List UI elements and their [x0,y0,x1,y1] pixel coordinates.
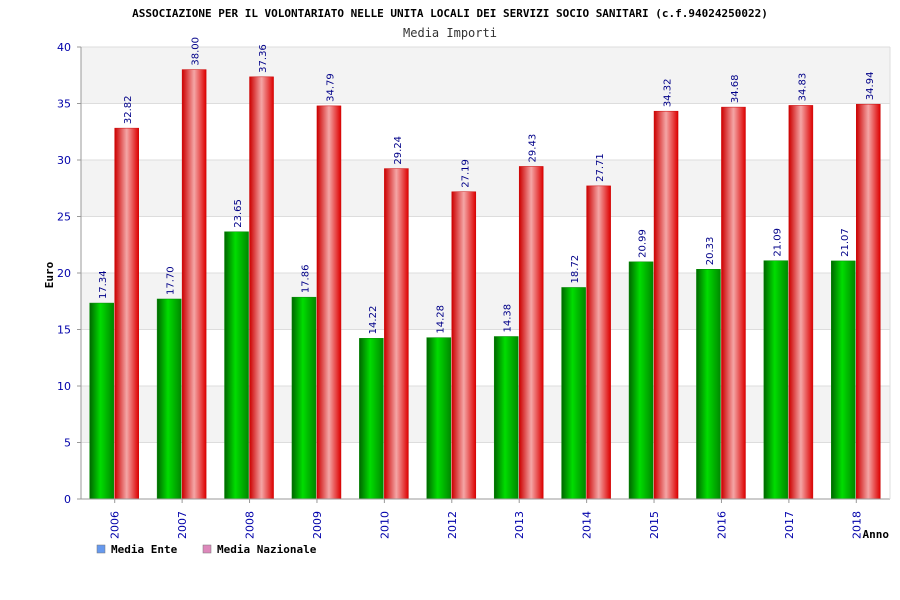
data-label: 17.86 [300,265,311,294]
bar-media-ente-2010 [359,338,384,500]
bar-media-ente-2009 [291,296,317,500]
data-label: 20.99 [638,229,649,258]
bar-media-nazionale-2017 [788,105,814,500]
bar-media-ente-2008 [224,231,249,500]
chart-subtitle: Media Importi [403,26,497,40]
plot-background [81,47,890,499]
plot-band [81,216,890,273]
bar-media-nazionale-2013 [518,166,544,500]
data-label: 14.38 [503,304,514,333]
data-label: 29.43 [528,134,539,163]
x-tick-label: 2006 [109,511,122,539]
data-label: 34.94 [865,72,876,101]
y-axis-label: Euro [43,261,56,288]
x-axis-label: Anno [863,528,890,541]
legend-swatch [202,544,212,554]
bar-media-nazionale-2008 [249,76,274,500]
bar-media-nazionale-2006 [114,127,139,500]
bar-media-ente-2018 [831,260,856,500]
x-tick-label: 2007 [176,511,189,539]
bar-media-ente-2014 [561,287,586,500]
bar-media-nazionale-2016 [721,106,746,500]
bar-media-ente-2015 [628,261,654,500]
legend-swatch [96,544,106,554]
plot-band [81,386,890,443]
x-tick-label: 2012 [446,511,459,539]
chart-title: ASSOCIAZIONE PER IL VOLONTARIATO NELLE U… [132,7,768,20]
data-label: 14.22 [368,306,379,335]
x-tick-label: 2009 [311,511,324,539]
data-label: 17.70 [166,266,177,295]
data-label: 34.83 [797,73,808,102]
x-tick-label: 2013 [513,511,526,539]
data-label: 18.72 [570,255,581,284]
bar-media-ente-2007 [156,298,182,500]
y-tick-label: 20 [57,267,71,280]
plot-band [81,442,890,499]
data-labels: 17.34 32.82 17.70 38.00 23.65 37.36 17.86 34.79… [98,37,876,334]
x-tick-label: 2018 [850,511,863,539]
y-tick-label: 15 [57,324,71,337]
plot-band [81,273,890,330]
plot-band [81,103,890,160]
data-label: 27.19 [460,159,471,188]
data-label: 27.71 [595,153,606,182]
data-label: 17.34 [98,270,109,299]
bars [89,69,881,500]
y-tick-label: 30 [57,154,71,167]
y-tick-label: 35 [57,98,71,111]
bar-media-ente-2017 [763,260,789,500]
data-label: 29.24 [393,136,404,165]
legend: Media Ente Media Nazionale [96,543,317,556]
y-axis: 0 5 10 15 20 25 30 35 40 [57,41,891,506]
data-label: 34.32 [663,79,674,108]
x-tick-label: 2017 [783,511,796,539]
x-tick-label: 2016 [715,511,728,539]
data-label: 14.28 [435,305,446,334]
plot-band [81,329,890,386]
y-tick-label: 5 [64,437,71,450]
legend-label: Media Nazionale [217,543,317,556]
bar-media-nazionale-2010 [384,168,409,500]
bar-media-nazionale-2009 [316,105,342,500]
data-label: 21.07 [840,228,851,257]
bar-media-nazionale-2012 [451,191,477,500]
y-tick-label: 0 [64,493,71,506]
x-tick-label: 2008 [244,511,257,539]
y-tick-label: 10 [57,380,71,393]
data-label: 34.68 [730,74,741,103]
x-axis: 2006 2007 2008 2009 2010 2012 2013 2014 2015 2016… [109,499,863,539]
bar-media-ente-2016 [696,269,721,500]
x-tick-label: 2014 [581,511,594,539]
data-label: 20.33 [705,237,716,266]
bar-media-nazionale-2018 [856,103,881,500]
bar-media-nazionale-2014 [586,185,611,500]
data-label: 23.65 [233,199,244,228]
plot-band [81,160,890,217]
data-label: 37.36 [258,44,269,73]
plot-band [81,47,890,104]
x-tick-label: 2015 [648,511,661,539]
bar-media-ente-2012 [426,337,452,500]
data-label: 32.82 [123,95,134,124]
x-tick-label: 2010 [378,511,391,539]
y-tick-label: 40 [57,41,71,54]
bar-media-nazionale-2015 [653,110,679,500]
data-label: 34.79 [325,73,336,102]
bar-media-nazionale-2007 [181,69,207,500]
y-tick-label: 25 [57,211,71,224]
data-label: 21.09 [772,228,783,257]
bar-media-ente-2013 [493,336,519,500]
bar-media-ente-2006 [89,302,114,500]
data-label: 38.00 [191,37,202,66]
legend-label: Media Ente [111,543,178,556]
